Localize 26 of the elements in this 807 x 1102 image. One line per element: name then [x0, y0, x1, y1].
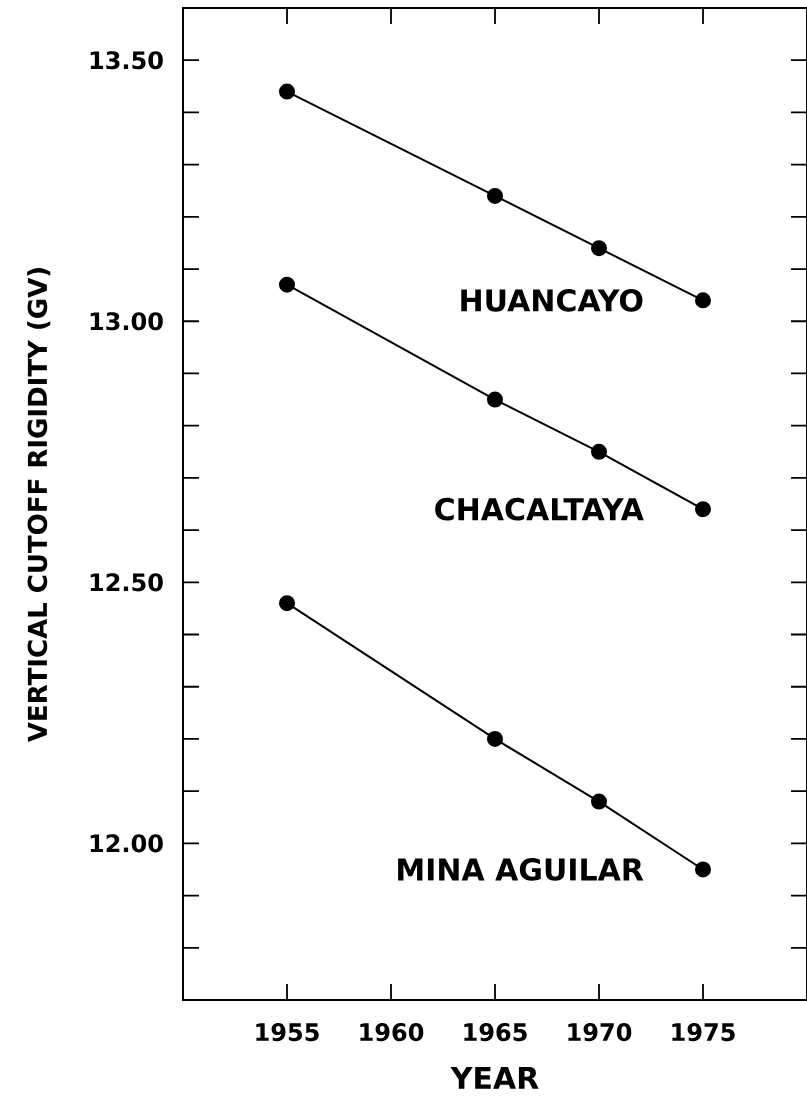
x-tick-label: 1955: [256, 1023, 319, 1042]
series-label: HUANCAYO: [461, 289, 643, 312]
point: [279, 83, 295, 100]
point: [695, 501, 711, 518]
y-tick-label: 12.50: [90, 573, 163, 592]
point: [487, 391, 503, 408]
y-tick-label: 12.00: [90, 834, 163, 853]
point: [695, 861, 711, 878]
point: [487, 187, 503, 204]
x-tick-label: 1965: [464, 1023, 527, 1042]
point: [591, 793, 607, 810]
x-tick-label: 1975: [672, 1023, 735, 1042]
y-axis-title: VERTICAL CUTOFF RIGIDITY (GV): [27, 268, 51, 743]
y-tick-label: 13.00: [90, 312, 163, 331]
point: [591, 240, 607, 257]
x-tick-label: 1960: [360, 1023, 424, 1042]
point: [487, 730, 503, 747]
x-tick-label: 1970: [568, 1023, 632, 1042]
x-axis-title: YEAR: [450, 1066, 539, 1089]
series-label: MINA AGUILAR: [398, 858, 644, 881]
series-label: CHACALTAYA: [435, 497, 644, 521]
y-tick-label: 13.50: [90, 51, 163, 70]
point: [279, 276, 295, 293]
point: [695, 292, 711, 309]
point: [591, 443, 607, 460]
point: [279, 595, 295, 612]
